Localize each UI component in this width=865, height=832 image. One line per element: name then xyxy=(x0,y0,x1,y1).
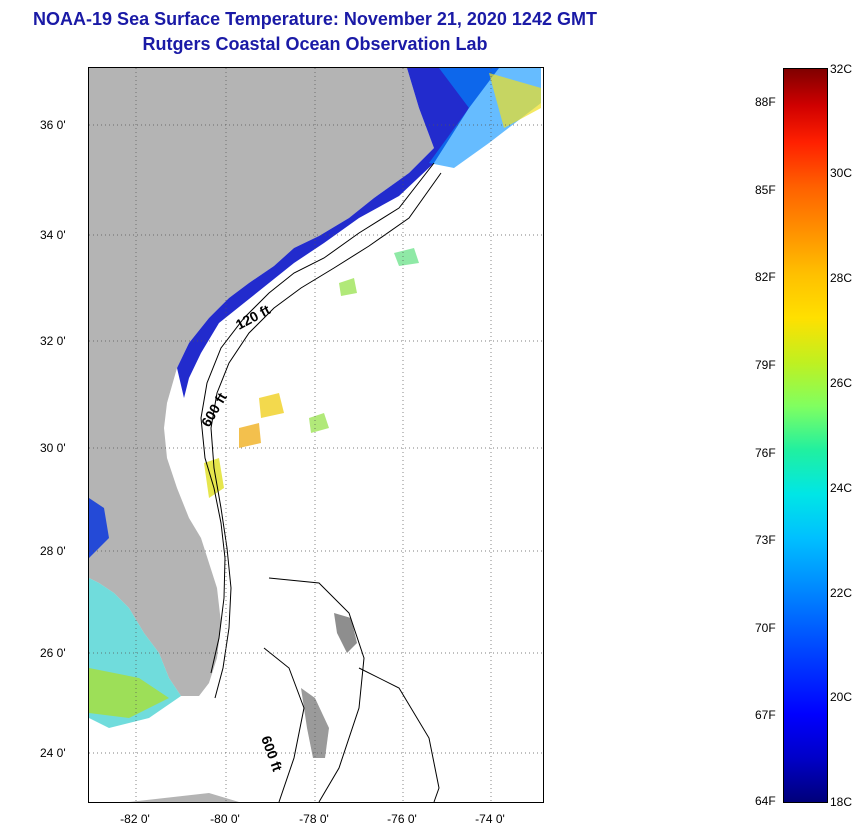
colorbar-c-28: 28C xyxy=(830,271,853,285)
colorbar-f-64: 64F xyxy=(755,794,776,808)
colorbar-f-88: 88F xyxy=(755,95,776,109)
colorbar-f-73: 73F xyxy=(755,533,776,547)
contour-120ft-line xyxy=(200,162,435,674)
colorbar-f-85: 85F xyxy=(755,183,776,197)
colorbar-f-70: 70F xyxy=(755,621,776,635)
lat-label-32: 32 0' xyxy=(40,334,66,348)
colorbar-c-18: 18C xyxy=(830,795,853,809)
lat-label-36: 36 0' xyxy=(40,118,66,132)
colorbar-c-22: 22C xyxy=(830,586,853,600)
cold-water-band xyxy=(177,68,499,398)
colorbar-c-26: 26C xyxy=(830,376,853,390)
lon-label-78: -78 0' xyxy=(299,812,329,826)
cuba-coast xyxy=(129,793,239,802)
colorbar-f-67: 67F xyxy=(755,708,776,722)
island-andros xyxy=(301,688,329,758)
lon-label-82: -82 0' xyxy=(120,812,150,826)
land-southeast-us xyxy=(89,68,434,696)
colorbar-c-20: 20C xyxy=(830,690,853,704)
island-abaco xyxy=(334,613,357,653)
lat-label-30: 30 0' xyxy=(40,441,66,455)
lat-label-26: 26 0' xyxy=(40,646,66,660)
lon-label-74: -74 0' xyxy=(475,812,505,826)
map-subtitle: Rutgers Coastal Ocean Observation Lab xyxy=(142,34,488,54)
colorbar-c-24: 24C xyxy=(830,481,853,495)
lat-label-34: 34 0' xyxy=(40,228,66,242)
lon-label-76: -76 0' xyxy=(387,812,417,826)
lat-label-24: 24 0' xyxy=(40,746,66,760)
colorbar-f-76: 76F xyxy=(755,446,776,460)
lon-label-80: -80 0' xyxy=(210,812,240,826)
sst-map[interactable]: 120 ft 600 ft 600 ft xyxy=(88,67,544,803)
colorbar-f-79: 79F xyxy=(755,358,776,372)
colorbar-c-30: 30C xyxy=(830,166,853,180)
contour-600ft-label-2: 600 ft xyxy=(258,734,286,774)
map-title: NOAA-19 Sea Surface Temperature: Novembe… xyxy=(33,9,597,29)
colorbar-c-32: 32C xyxy=(830,62,853,76)
lat-label-28: 28 0' xyxy=(40,544,66,558)
colorbar-f-82: 82F xyxy=(755,270,776,284)
temperature-colorbar xyxy=(783,68,828,803)
contour-600ft-line xyxy=(210,172,442,699)
